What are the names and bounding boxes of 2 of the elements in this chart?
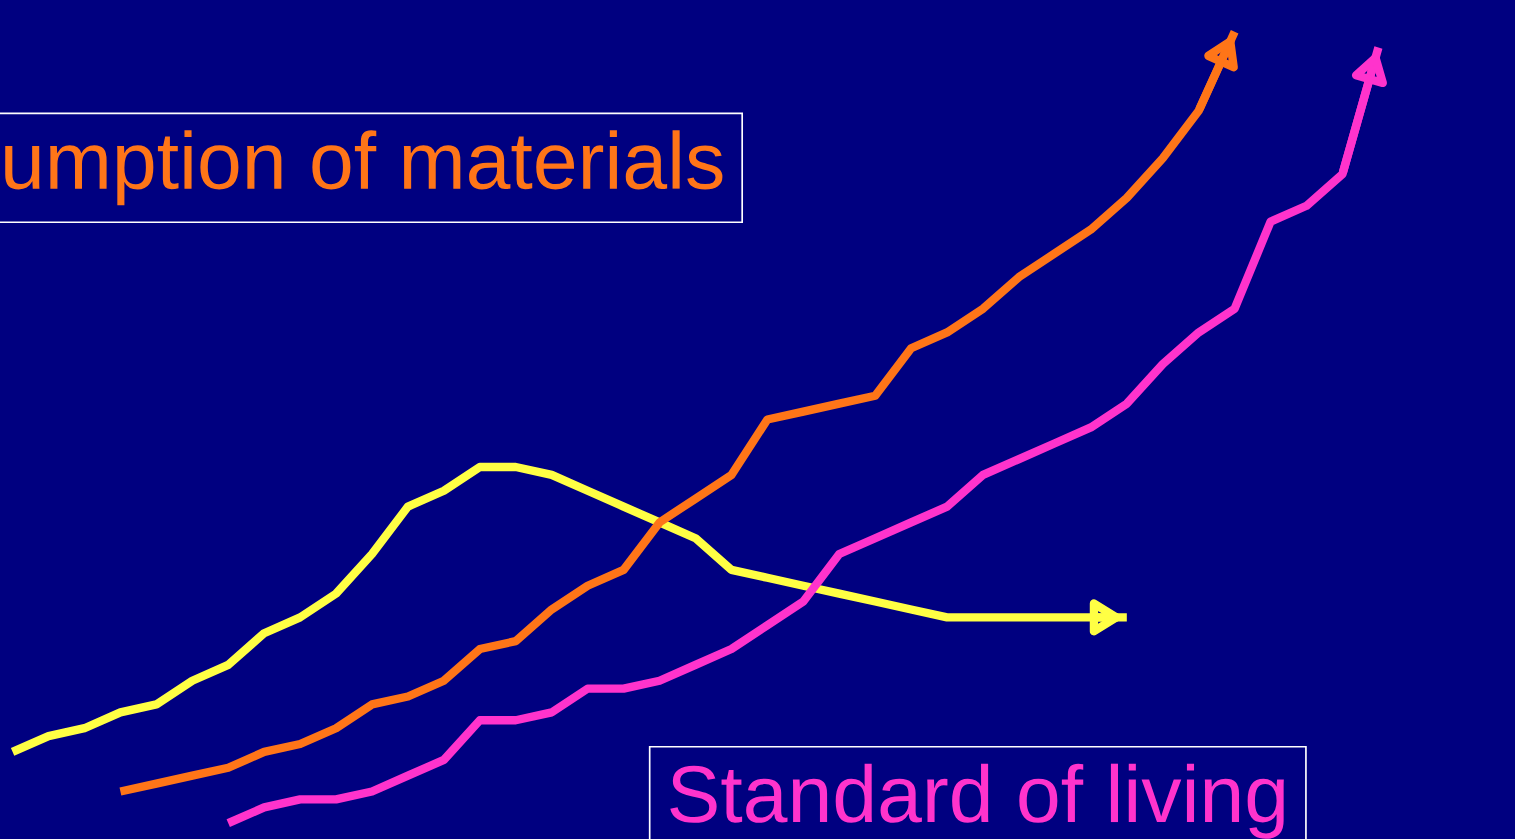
text: umption of materials xyxy=(5,130,723,206)
series-label: Standard of living xyxy=(670,763,1284,839)
